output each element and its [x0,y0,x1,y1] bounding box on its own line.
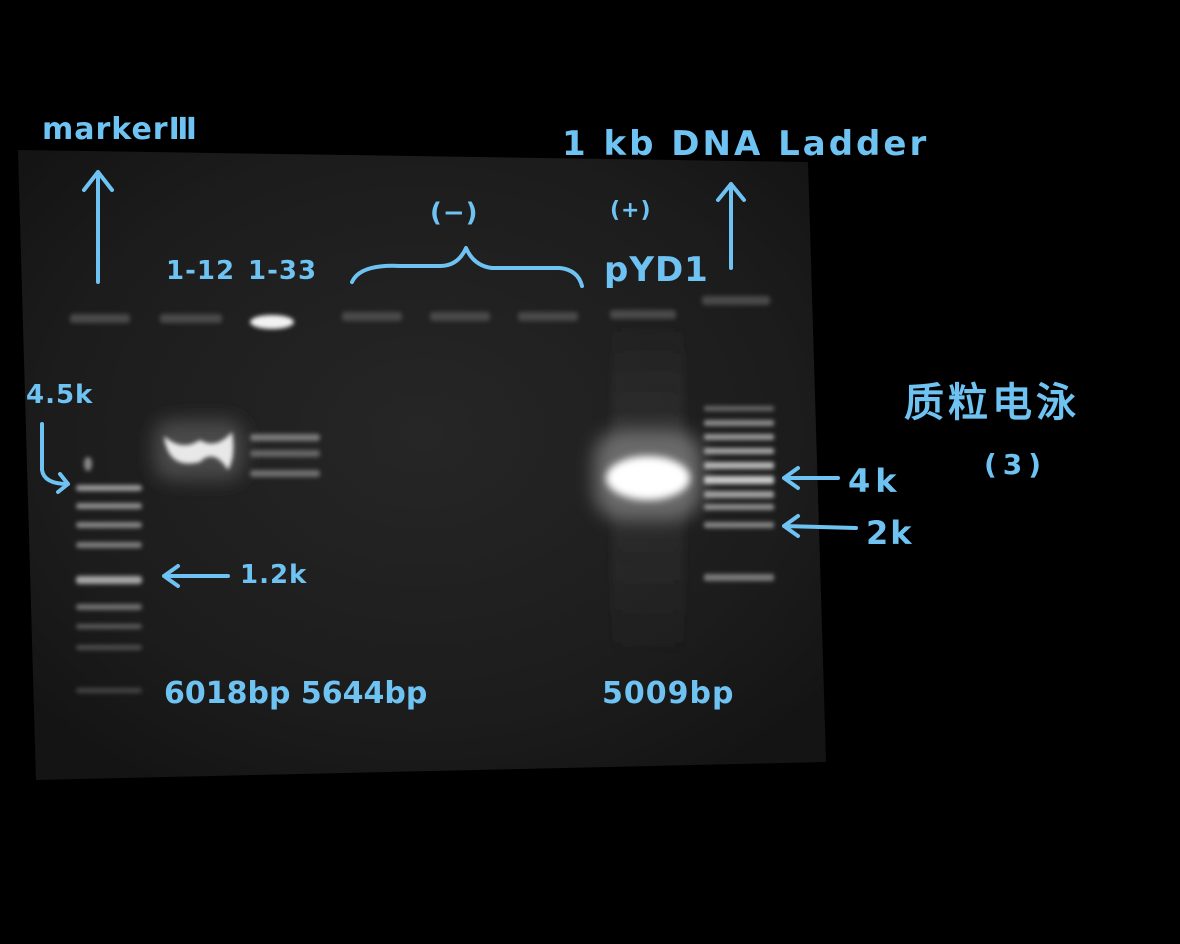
marker-4-5k-pointer-icon [40,422,70,494]
annotation-strokes [40,170,858,588]
ladder-2k-arrow-icon [782,514,858,538]
ladder-1kb-bands [704,406,774,581]
ladder-4k-label: 4k [848,462,902,500]
wells [70,296,770,323]
marker-4-5k-label: 4.5k [26,380,94,410]
well-glow-1-33 [250,315,294,329]
gel-title-number: (3) [984,448,1048,481]
gel-title: 质粒电泳 [904,380,1080,426]
lane-1-12-band [154,420,244,480]
positive-group-label: (+) [610,198,652,223]
negative-brace-icon [350,246,584,288]
lane-1-33-bands [250,434,320,477]
ladder-4k-arrow-icon [782,466,840,490]
ladder-2k-label: 2k [866,514,914,552]
ladder-up-arrow-icon [716,182,746,270]
size-pyd1-label: 5009bp [602,676,735,711]
size-1-12-1-33-label: 6018bp 5644bp [164,676,428,711]
left-marker-label: markerⅢ [42,112,198,147]
pyd1-lane [594,320,702,660]
lane-1-33-label: 1-33 [248,256,318,286]
marker-1-2k-label: 1.2k [240,560,308,590]
marker-iii-up-arrow-icon [82,170,114,284]
marker-1-2k-arrow-icon [162,564,230,588]
lane-1-12-label: 1-12 [166,256,236,286]
negative-group-label: (−) [430,198,479,228]
positive-name-label: pYD1 [604,250,709,290]
right-marker-label: 1 kb DNA Ladder [562,124,930,164]
marker-iii-bands [76,457,142,693]
